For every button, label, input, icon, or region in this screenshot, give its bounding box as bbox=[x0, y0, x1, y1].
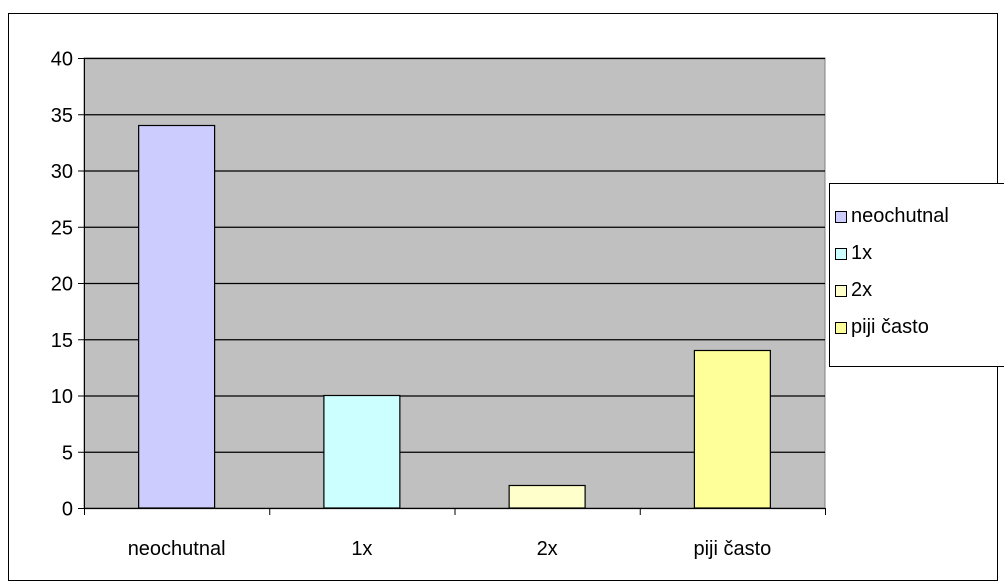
legend-swatch bbox=[835, 247, 847, 260]
bar bbox=[138, 124, 216, 509]
legend-label: 1x bbox=[851, 242, 873, 264]
legend-item: neochutnal bbox=[830, 198, 1004, 235]
x-axis: neochutnal 1x 2x piji často bbox=[84, 507, 826, 560]
y-tick-label: 35 bbox=[51, 105, 73, 127]
y-tick-label: 10 bbox=[51, 386, 73, 408]
y-tick-label: 30 bbox=[51, 161, 73, 183]
legend-swatch bbox=[835, 321, 847, 334]
y-tick-label: 20 bbox=[51, 274, 73, 296]
x-tick-label: 2x bbox=[537, 538, 558, 560]
x-tick-label: piji často bbox=[693, 538, 771, 560]
legend-label: neochutnal bbox=[851, 205, 949, 227]
y-tick-label: 40 bbox=[51, 49, 73, 71]
legend-label: 2x bbox=[851, 279, 873, 301]
y-tick-label: 5 bbox=[62, 442, 73, 464]
legend: neochutnal 1x 2x piji často bbox=[829, 183, 1004, 367]
x-tick-label: neochutnal bbox=[128, 538, 226, 560]
y-tick-label: 15 bbox=[51, 330, 73, 352]
legend-swatch bbox=[835, 210, 847, 223]
legend-label: piji často bbox=[851, 316, 929, 338]
legend-item: piji často bbox=[830, 309, 1004, 346]
x-tick-label: 1x bbox=[351, 538, 372, 560]
bar bbox=[323, 394, 401, 509]
y-tick-label: 25 bbox=[51, 217, 73, 239]
legend-item: 1x bbox=[830, 235, 1004, 272]
legend-swatch bbox=[835, 284, 847, 297]
y-axis: 0 5 10 15 20 25 30 35 40 bbox=[51, 49, 85, 521]
bars bbox=[138, 124, 771, 509]
bar bbox=[508, 484, 586, 509]
legend-item: 2x bbox=[830, 272, 1004, 309]
y-tick-label: 0 bbox=[62, 499, 73, 521]
bar bbox=[693, 349, 771, 509]
